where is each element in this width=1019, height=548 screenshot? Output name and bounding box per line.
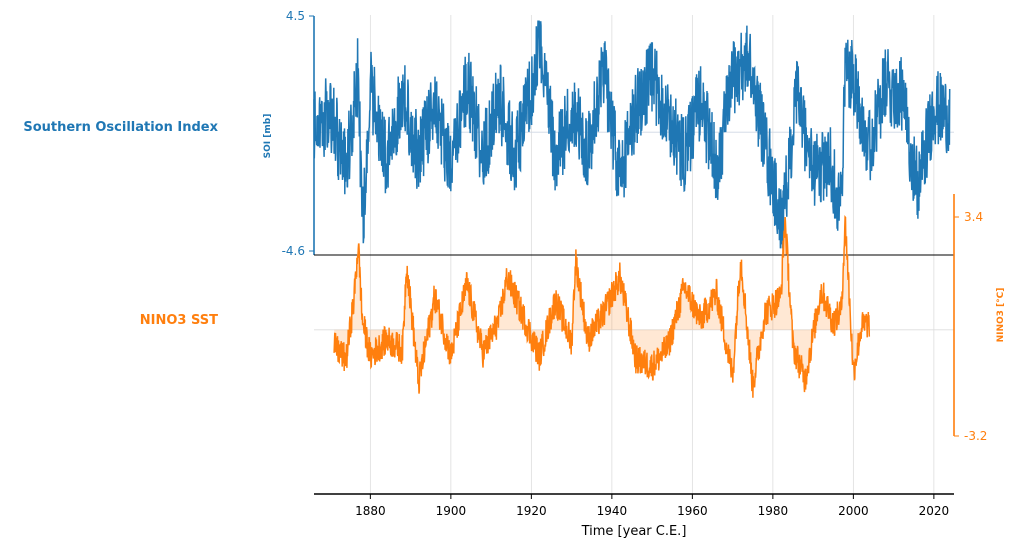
x-axis-label: Time [year C.E.]	[581, 524, 687, 539]
nino3-y-axis-label: NINO3 [°C]	[996, 288, 1006, 343]
soi-y-axis-label: SOI [mb]	[263, 114, 273, 159]
x-tick-label: 2020	[919, 504, 950, 518]
x-axis: 1880 1900 1920 1940 1960 1980 2000 2020 Time [ye…	[314, 493, 954, 539]
nino3-y-tick-label: 3.4	[964, 210, 983, 224]
x-tick-label: 1900	[436, 504, 467, 518]
x-tick-label: 1880	[355, 504, 386, 518]
nino3-series-name: NINO3 SST	[139, 313, 218, 328]
nino3-series-line	[333, 214, 871, 398]
soi-panel: 4.5 -4.6 SOI [mb]	[263, 9, 954, 258]
nino3-y-tick-label: -3.2	[964, 429, 987, 443]
x-tick-label: 1920	[516, 504, 547, 518]
x-tick-label: 1940	[597, 504, 628, 518]
nino3-panel: 3.4 -3.2 NINO3 [°C]	[333, 194, 1006, 443]
x-tick-label: 2000	[838, 504, 869, 518]
soi-y-tick-label: 4.5	[286, 9, 305, 23]
soi-series-name: Southern Oscillation Index	[23, 120, 218, 135]
soi-y-tick-label: -4.6	[282, 244, 305, 258]
x-tick-label: 1980	[758, 504, 789, 518]
soi-series-line	[313, 20, 951, 249]
x-tick-label: 1960	[677, 504, 708, 518]
